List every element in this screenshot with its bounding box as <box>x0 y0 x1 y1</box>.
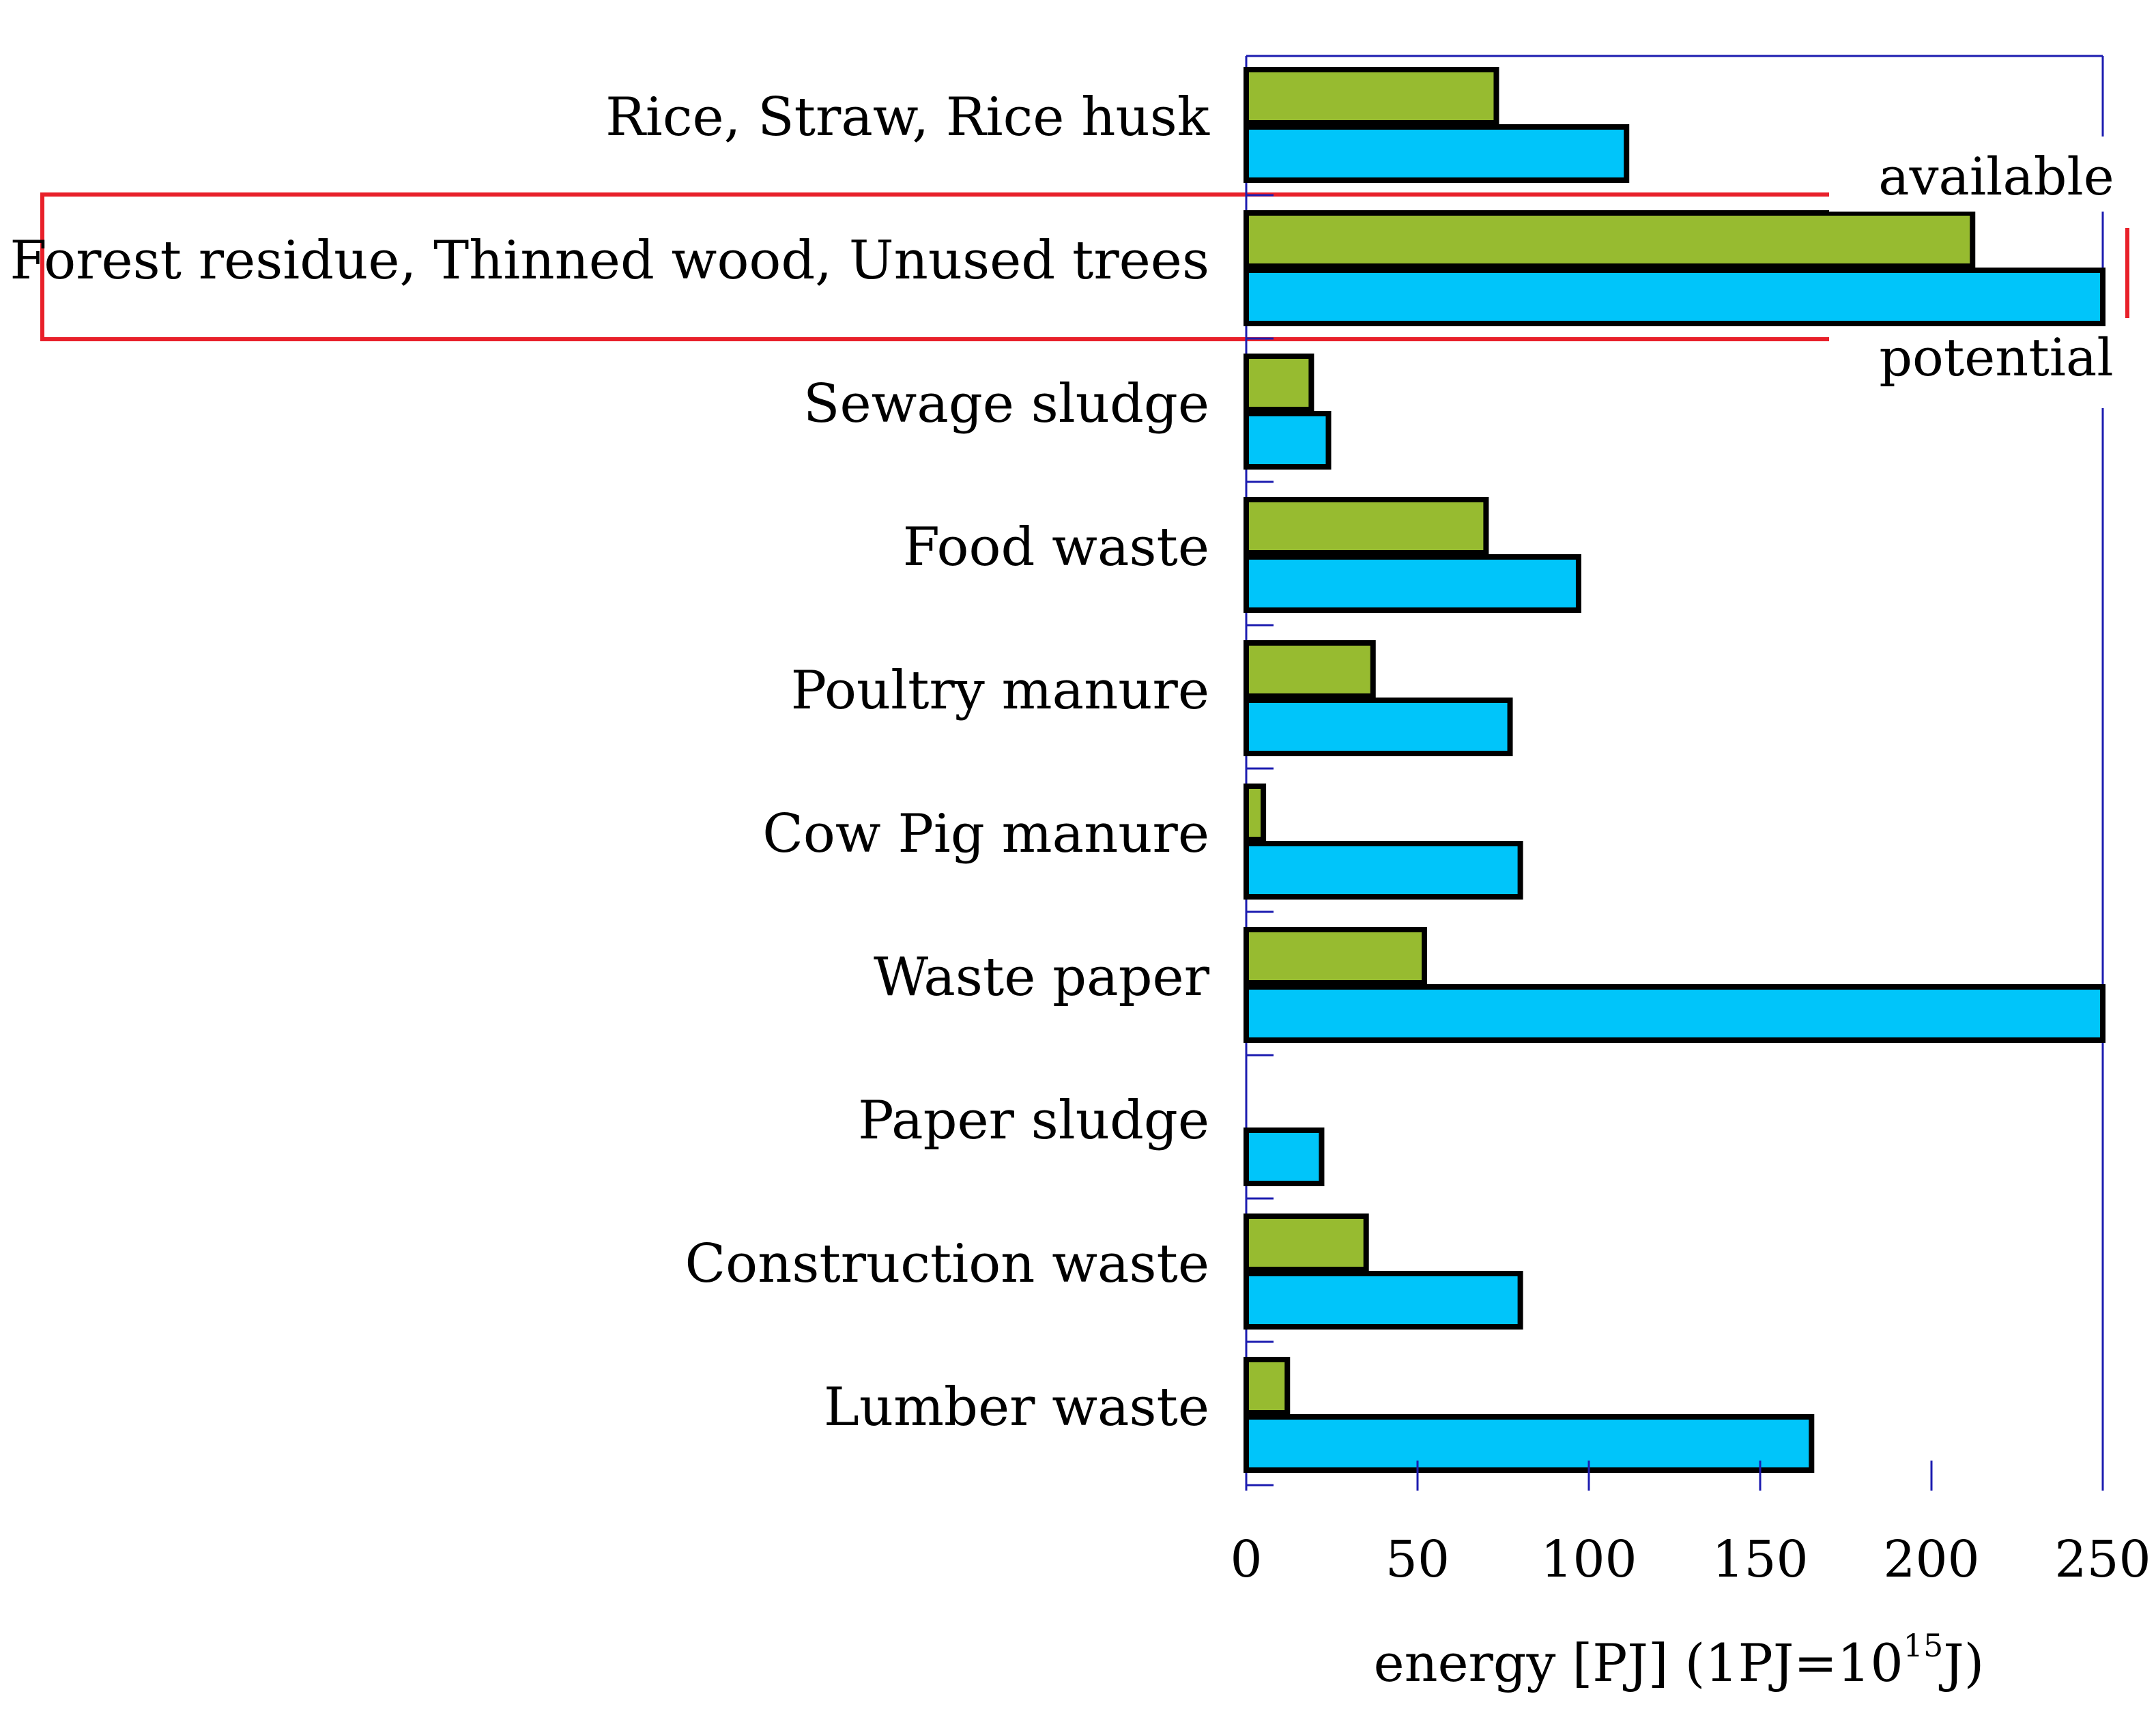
x-tick-label-50: 50 <box>1385 1530 1450 1589</box>
category-label-waste-paper: Waste paper <box>874 947 1210 1008</box>
bars-group <box>1244 67 2105 1473</box>
bar-potential-poultry-manure <box>1244 698 1513 756</box>
bar-available-forest-residue-thinned-wood-unused-trees <box>1244 210 1976 269</box>
bar-potential-waste-paper <box>1244 984 2105 1043</box>
legend-potential-bg <box>1829 326 2109 408</box>
x-tick-label-100: 100 <box>1540 1530 1637 1589</box>
x-tick-label-250: 250 <box>2054 1530 2151 1589</box>
category-label-cow-pig-manure: Cow Pig manure <box>762 803 1209 865</box>
legend-available-bg <box>1829 137 2109 212</box>
bar-potential-cow-pig-manure <box>1244 841 1523 900</box>
bar-available-cow-pig-manure <box>1244 784 1267 842</box>
category-label-paper-sludge: Paper sludge <box>858 1090 1209 1151</box>
bar-potential-paper-sludge <box>1244 1128 1325 1186</box>
category-label-poultry-manure: Poultry manure <box>791 660 1209 721</box>
bar-available-lumber-waste <box>1244 1357 1291 1416</box>
bar-potential-food-waste <box>1244 554 1581 613</box>
category-label-food-waste: Food waste <box>903 517 1209 578</box>
bar-available-rice-straw-rice-husk <box>1244 67 1499 126</box>
bar-available-waste-paper <box>1244 927 1428 986</box>
x-axis-title-superscript: 15 <box>1903 1627 1944 1664</box>
category-label-rice-straw-rice-husk: Rice, Straw, Rice husk <box>605 87 1210 148</box>
highlight-box <box>40 192 2129 341</box>
x-tick-label-150: 150 <box>1712 1530 1808 1589</box>
bar-potential-lumber-waste <box>1244 1414 1815 1473</box>
bar-available-construction-waste <box>1244 1213 1369 1272</box>
x-tick-label-200: 200 <box>1883 1530 1979 1589</box>
category-label-forest-residue-thinned-wood-unused-trees: Forest residue, Thinned wood, Unused tre… <box>10 230 1209 291</box>
bar-potential-forest-residue-thinned-wood-unused-trees <box>1244 268 2105 326</box>
legend-potential-label: potential <box>1879 327 2113 388</box>
x-axis-title: energy [PJ] (1PJ=1015J) <box>1374 1627 1985 1693</box>
legend-available-label: available <box>1878 146 2114 207</box>
bar-potential-rice-straw-rice-husk <box>1244 124 1630 183</box>
category-label-lumber-waste: Lumber waste <box>824 1377 1209 1438</box>
bar-available-poultry-manure <box>1244 640 1376 699</box>
x-axis-title-suffix: J) <box>1938 1633 1984 1693</box>
bar-available-sewage-sludge <box>1244 354 1314 412</box>
category-label-construction-waste: Construction waste <box>685 1233 1209 1295</box>
x-tick-label-0: 0 <box>1230 1530 1262 1589</box>
x-axis-ticks: 0 50 100 150 200 250 <box>1230 194 2151 1589</box>
legend: available potential <box>1829 137 2114 408</box>
bar-available-food-waste <box>1244 497 1489 556</box>
category-labels: Rice, Straw, Rice husk Forest residue, Th… <box>10 87 1209 1438</box>
category-label-sewage-sludge: Sewage sludge <box>803 373 1209 435</box>
bar-potential-construction-waste <box>1244 1271 1523 1330</box>
bar-potential-sewage-sludge <box>1244 411 1332 470</box>
x-axis-title-prefix: energy [PJ] (1PJ=10 <box>1374 1633 1903 1693</box>
